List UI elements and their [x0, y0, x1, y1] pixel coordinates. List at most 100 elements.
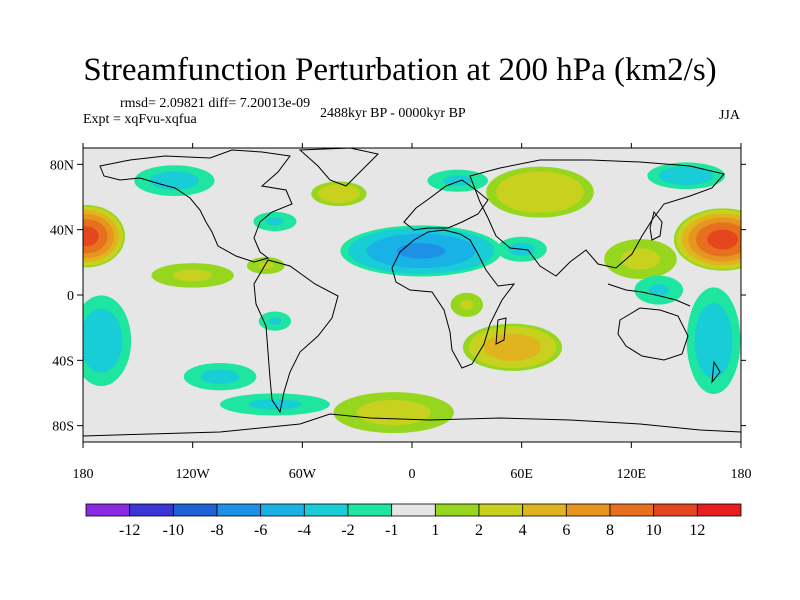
anomaly-cell: [450, 292, 484, 317]
colorbar-swatch: [522, 503, 567, 517]
colorbar-label: -6: [254, 522, 267, 539]
colorbar-label: -8: [210, 522, 223, 539]
anomaly-cell: [333, 392, 454, 434]
anomaly-cell: [134, 165, 215, 197]
colorbar-swatch: [565, 503, 611, 517]
colorbar-swatch: [303, 503, 349, 517]
anomaly-cell: [486, 166, 594, 218]
y-axis: 80N 40N 0 40S 80S: [50, 158, 746, 435]
colorbar-label: -1: [385, 522, 398, 539]
x-tick-label: 60E: [510, 467, 533, 482]
period-label: 2488kyr BP - 0000kyr BP: [320, 106, 466, 121]
colorbar-swatch: [478, 503, 524, 517]
madagascar-outline: [495, 317, 507, 345]
contour-band: [268, 317, 282, 326]
colorbar-swatch: [653, 503, 698, 517]
experiment-label: Expt = xqFvu-xqfua: [83, 112, 197, 127]
anomaly-cell: [340, 225, 502, 277]
anomaly-cell: [604, 239, 677, 280]
map-background: [83, 148, 741, 442]
colorbar-swatch: [216, 503, 262, 517]
x-tick-label: 120E: [617, 467, 647, 482]
contour-band: [266, 217, 284, 226]
contour-band: [83, 226, 99, 247]
colorbar-swatch: [696, 503, 742, 517]
x-tick-label: 0: [409, 467, 416, 482]
colorbar: -12 -10 -8 -6 -4 -2 -1 1 2 4 6 8 10 12: [85, 503, 742, 539]
contour-field: [83, 162, 741, 434]
x-axis: 180 120W 60W 0 60E 120E 180: [73, 143, 752, 482]
colorbar-swatch: [609, 503, 655, 517]
chart-title: Streamfunction Perturbation at 200 hPa (…: [83, 52, 717, 88]
rmsd-stats: rmsd= 2.09821 diff= 7.20013e-09: [120, 96, 311, 111]
antarctica-outline: [83, 413, 741, 437]
colorbar-swatch: [391, 503, 436, 517]
y-tick-label: 0: [67, 289, 74, 304]
y-tick-label: 40S: [52, 354, 74, 369]
x-tick-label: 120W: [176, 467, 211, 482]
x-tick-label: 60W: [289, 467, 317, 482]
colorbar-swatch: [85, 503, 131, 517]
contour-band: [621, 248, 660, 270]
south-america-outline: [253, 259, 339, 414]
anomaly-cell: [253, 211, 297, 232]
anomaly-cell: [258, 311, 292, 331]
australia-outline: [617, 307, 689, 361]
colorbar-label: 8: [606, 522, 614, 539]
contour-band: [356, 400, 431, 426]
japan-outline: [649, 210, 663, 241]
colorbar-swatch: [260, 503, 305, 517]
colorbar-swatch: [347, 503, 393, 517]
anomaly-cell: [686, 287, 741, 395]
anomaly-cell: [462, 323, 563, 371]
contour-band: [658, 166, 714, 186]
europe-outline: [403, 179, 489, 231]
colorbar-label: 4: [519, 522, 527, 539]
contour-band: [396, 243, 446, 259]
y-tick-label: 80N: [50, 158, 74, 173]
contour-band: [149, 171, 199, 191]
anomaly-cell: [246, 257, 285, 275]
colorbar-label: -12: [119, 522, 140, 539]
anomaly-cell: [183, 362, 257, 391]
contour-band: [460, 299, 474, 310]
anomaly-cell: [673, 208, 741, 271]
europe-africa-outline: [391, 229, 516, 369]
anomaly-cell: [83, 205, 125, 268]
anomaly-cell: [634, 275, 684, 305]
contour-band: [648, 284, 669, 297]
contour-band: [258, 262, 274, 270]
y-tick-label: 80S: [52, 420, 74, 435]
contour-band: [496, 171, 584, 213]
anomaly-cell: [151, 263, 234, 288]
anomaly-cell: [83, 295, 132, 387]
contour-band: [707, 229, 739, 250]
x-tick-label: 180: [731, 467, 752, 482]
contour-band: [483, 333, 542, 361]
contour-band: [443, 175, 473, 186]
anomaly-cell: [427, 169, 488, 192]
colorbar-swatch: [434, 503, 480, 517]
contour-band: [317, 184, 361, 204]
colorbar-label: 2: [475, 522, 483, 539]
colorbar-label: -4: [298, 522, 311, 539]
asia-outline: [469, 159, 725, 277]
contour-band: [83, 308, 123, 373]
x-tick-label: 180: [73, 467, 94, 482]
colorbar-label: 1: [431, 522, 439, 539]
contour-band: [694, 303, 733, 379]
colorbar-swatch: [172, 503, 218, 517]
coastlines: [83, 148, 741, 437]
colorbar-label: 10: [646, 522, 662, 539]
contour-band: [200, 369, 240, 385]
colorbar-label: 12: [689, 522, 705, 539]
season-label: JJA: [718, 108, 740, 123]
maritime-continent-outline: [607, 283, 691, 307]
anomaly-cell: [647, 162, 725, 190]
colorbar-label: -2: [341, 522, 354, 539]
colorbar-label: -10: [163, 522, 184, 539]
new-zealand-outline: [711, 360, 721, 384]
colorbar-label: 6: [562, 522, 570, 539]
colorbar-swatch: [129, 503, 174, 517]
